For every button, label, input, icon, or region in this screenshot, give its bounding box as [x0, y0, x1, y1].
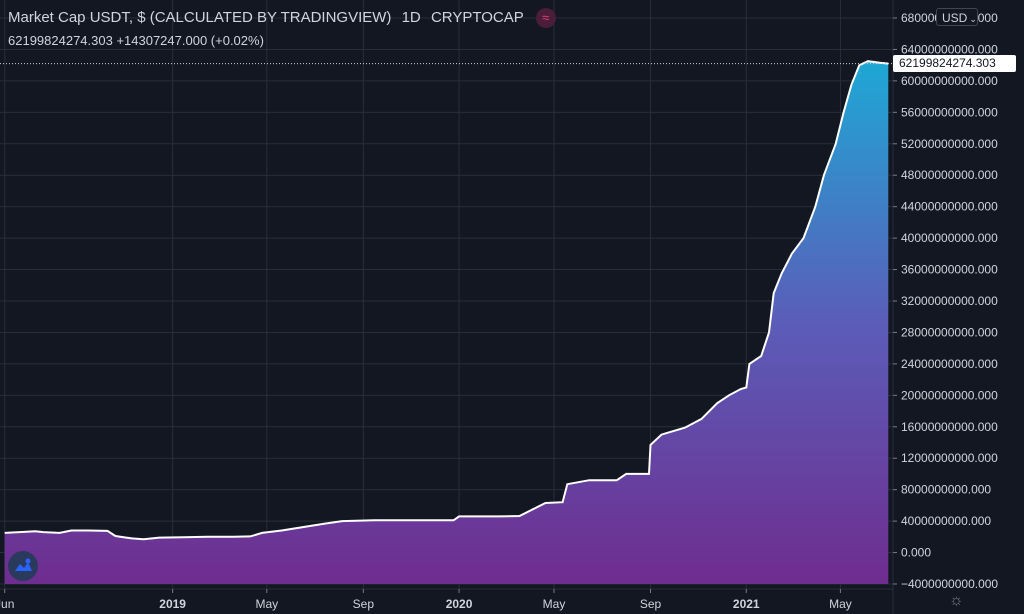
chevron-down-icon: ⌄: [969, 14, 977, 24]
y-tick-label: 4000000000.000: [901, 514, 991, 528]
x-tick-label: May: [829, 597, 852, 611]
y-tick-label: 20000000000.000: [901, 388, 998, 402]
currency-label: USD: [942, 11, 968, 25]
x-tick-label: 2019: [159, 597, 186, 611]
series-line: [4, 60, 889, 541]
x-tick-label: 2020: [446, 597, 473, 611]
y-tick-label: 52000000000.000: [901, 137, 998, 151]
y-tick-label: 12000000000.000: [901, 451, 998, 465]
settings-gear-icon[interactable]: ☼: [949, 592, 964, 609]
x-tick-label: May: [543, 597, 566, 611]
symbol-title[interactable]: Market Cap USDT, $ (CALCULATED BY TRADIN…: [8, 8, 392, 26]
x-tick-label: Sep: [640, 597, 662, 611]
last-value-readout: 62199824274.303 +14307247.000 (+0.02%): [8, 33, 264, 48]
y-tick-label: 64000000000.000: [901, 42, 998, 56]
y-tick-label: 40000000000.000: [901, 231, 998, 245]
y-tick-label: 60000000000.000: [901, 74, 998, 88]
x-tick-label: 2021: [733, 597, 760, 611]
y-tick-label: 36000000000.000: [901, 263, 998, 277]
exchange-label: CRYPTOCAP: [430, 8, 524, 26]
y-tick-label: 24000000000.000: [901, 357, 998, 371]
y-tick-label: 48000000000.000: [901, 168, 998, 182]
chart-legend-header: Market Cap USDT, $ (CALCULATED BY TRADIN…: [8, 8, 556, 28]
y-tick-label: 28000000000.000: [901, 325, 998, 339]
y-tick-label: 56000000000.000: [901, 105, 998, 119]
y-tick-label: −4000000000.000: [901, 577, 998, 591]
last-price-label: 62199824274.303: [893, 55, 1016, 72]
x-tick-label: Jun: [0, 597, 14, 611]
x-tick-label: Sep: [353, 597, 375, 611]
currency-select[interactable]: USD ⌄: [936, 8, 978, 26]
x-axis: Jun 2019 May Sep 2020 May Sep 2021 May: [0, 589, 852, 611]
interval-label[interactable]: 1D: [401, 8, 421, 26]
y-axis: 68000000000.00064000000000.0006000000000…: [893, 11, 998, 591]
x-tick-label: May: [255, 597, 278, 611]
y-tick-label: 16000000000.000: [901, 420, 998, 434]
y-tick-label: 8000000000.000: [901, 483, 991, 497]
tradingview-logo-icon[interactable]: [8, 551, 38, 581]
series-area: [4, 61, 889, 584]
y-tick-label: 32000000000.000: [901, 294, 998, 308]
data-source-icon[interactable]: ≈: [535, 8, 556, 28]
y-tick-label: 0.000: [901, 546, 931, 560]
y-tick-label: 44000000000.000: [901, 200, 998, 214]
